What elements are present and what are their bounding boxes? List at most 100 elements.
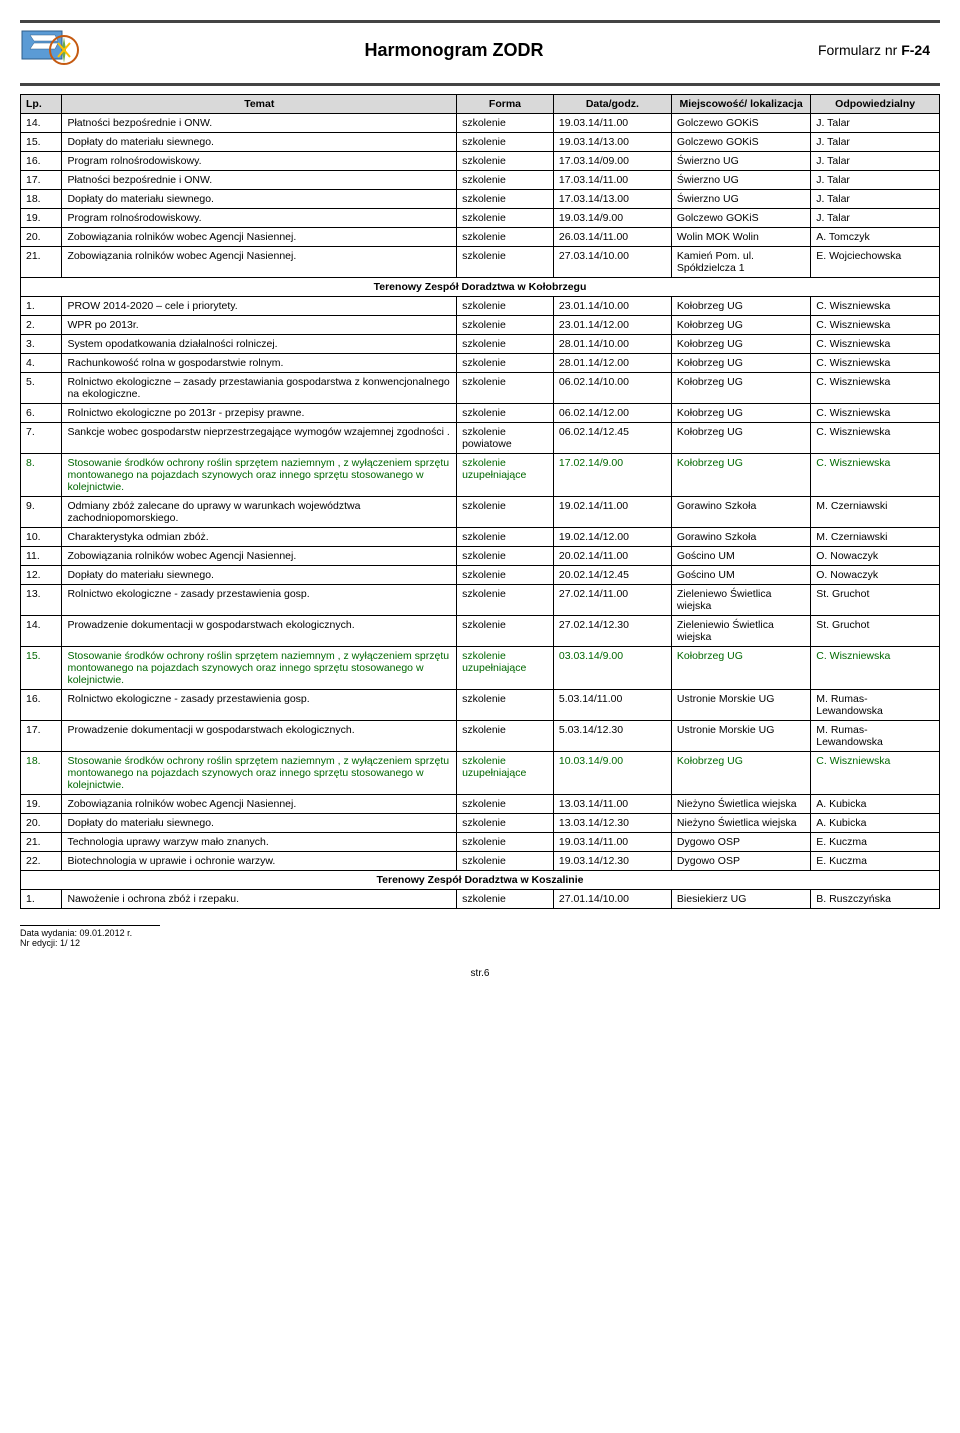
cell-odp: J. Talar <box>811 152 940 171</box>
table-row: 20.Zobowiązania rolników wobec Agencji N… <box>21 228 940 247</box>
table-row: 22.Biotechnologia w uprawie i ochronie w… <box>21 852 940 871</box>
cell-odp: E. Kuczma <box>811 852 940 871</box>
cell-temat: Rachunkowość rolna w gospodarstwie rolny… <box>62 354 457 373</box>
footer-edition: Nr edycji: 1/ 12 <box>20 938 940 948</box>
cell-lp: 18. <box>21 752 62 795</box>
cell-temat: Stosowanie środków ochrony roślin sprzęt… <box>62 647 457 690</box>
cell-miejsce: Kołobrzeg UG <box>671 454 810 497</box>
cell-temat: Technologia uprawy warzyw mało znanych. <box>62 833 457 852</box>
table-row: 21.Zobowiązania rolników wobec Agencji N… <box>21 247 940 278</box>
col-temat: Temat <box>62 95 457 114</box>
cell-miejsce: Kołobrzeg UG <box>671 335 810 354</box>
cell-odp: C. Wiszniewska <box>811 454 940 497</box>
cell-lp: 12. <box>21 566 62 585</box>
table-row: 10.Charakterystyka odmian zbóż.szkolenie… <box>21 528 940 547</box>
cell-odp: J. Talar <box>811 190 940 209</box>
cell-lp: 3. <box>21 335 62 354</box>
cell-forma: szkolenie <box>457 528 554 547</box>
cell-temat: Prowadzenie dokumentacji w gospodarstwac… <box>62 721 457 752</box>
cell-temat: Rolnictwo ekologiczne po 2013r - przepis… <box>62 404 457 423</box>
section-title: Terenowy Zespół Doradztwa w Kołobrzegu <box>21 278 940 297</box>
cell-data: 17.02.14/9.00 <box>553 454 671 497</box>
col-miejsce: Miejscowość/ lokalizacja <box>671 95 810 114</box>
cell-forma: szkolenie <box>457 890 554 909</box>
cell-lp: 20. <box>21 814 62 833</box>
cell-temat: Stosowanie środków ochrony roślin sprzęt… <box>62 752 457 795</box>
cell-odp: A. Tomczyk <box>811 228 940 247</box>
cell-forma: szkolenie <box>457 114 554 133</box>
cell-odp: J. Talar <box>811 114 940 133</box>
cell-miejsce: Gościno UM <box>671 566 810 585</box>
cell-data: 19.03.14/11.00 <box>553 833 671 852</box>
cell-data: 5.03.14/12.30 <box>553 721 671 752</box>
cell-temat: Dopłaty do materiału siewnego. <box>62 190 457 209</box>
table-row: 9.Odmiany zbóż zalecane do uprawy w waru… <box>21 497 940 528</box>
table-row: 2.WPR po 2013r.szkolenie23.01.14/12.00Ko… <box>21 316 940 335</box>
col-forma: Forma <box>457 95 554 114</box>
cell-miejsce: Gorawino Szkoła <box>671 528 810 547</box>
cell-temat: PROW 2014-2020 – cele i priorytety. <box>62 297 457 316</box>
cell-temat: Nawożenie i ochrona zbóż i rzepaku. <box>62 890 457 909</box>
cell-lp: 22. <box>21 852 62 871</box>
cell-data: 23.01.14/12.00 <box>553 316 671 335</box>
cell-lp: 7. <box>21 423 62 454</box>
table-row: 4.Rachunkowość rolna w gospodarstwie rol… <box>21 354 940 373</box>
cell-data: 10.03.14/9.00 <box>553 752 671 795</box>
cell-miejsce: Kołobrzeg UG <box>671 316 810 335</box>
cell-temat: Zobowiązania rolników wobec Agencji Nasi… <box>62 795 457 814</box>
table-row: 21.Technologia uprawy warzyw mało znanyc… <box>21 833 940 852</box>
cell-miejsce: Nieżyno Świetlica wiejska <box>671 814 810 833</box>
cell-data: 13.03.14/11.00 <box>553 795 671 814</box>
cell-temat: Charakterystyka odmian zbóż. <box>62 528 457 547</box>
cell-temat: Program rolnośrodowiskowy. <box>62 209 457 228</box>
cell-forma: szkolenie <box>457 566 554 585</box>
cell-lp: 19. <box>21 795 62 814</box>
cell-odp: M. Rumas-Lewandowska <box>811 721 940 752</box>
cell-odp: St. Gruchot <box>811 585 940 616</box>
cell-data: 20.02.14/12.45 <box>553 566 671 585</box>
col-lp: Lp. <box>21 95 62 114</box>
cell-odp: C. Wiszniewska <box>811 354 940 373</box>
cell-data: 28.01.14/12.00 <box>553 354 671 373</box>
cell-forma: szkolenie <box>457 795 554 814</box>
cell-odp: E. Kuczma <box>811 833 940 852</box>
cell-miejsce: Kołobrzeg UG <box>671 423 810 454</box>
cell-odp: B. Ruszczyńska <box>811 890 940 909</box>
cell-lp: 15. <box>21 647 62 690</box>
cell-forma: szkolenie <box>457 814 554 833</box>
cell-lp: 11. <box>21 547 62 566</box>
table-row: 8.Stosowanie środków ochrony roślin sprz… <box>21 454 940 497</box>
cell-miejsce: Nieżyno Świetlica wiejska <box>671 795 810 814</box>
cell-data: 03.03.14/9.00 <box>553 647 671 690</box>
cell-miejsce: Gościno UM <box>671 547 810 566</box>
cell-forma: szkolenie <box>457 228 554 247</box>
cell-lp: 1. <box>21 297 62 316</box>
cell-lp: 21. <box>21 247 62 278</box>
table-row: 5.Rolnictwo ekologiczne – zasady przesta… <box>21 373 940 404</box>
table-row: 17.Prowadzenie dokumentacji w gospodarst… <box>21 721 940 752</box>
cell-miejsce: Biesiekierz UG <box>671 890 810 909</box>
cell-lp: 21. <box>21 833 62 852</box>
table-row: 19.Zobowiązania rolników wobec Agencji N… <box>21 795 940 814</box>
cell-odp: M. Czerniawski <box>811 528 940 547</box>
cell-miejsce: Kołobrzeg UG <box>671 354 810 373</box>
cell-data: 27.01.14/10.00 <box>553 890 671 909</box>
cell-odp: C. Wiszniewska <box>811 316 940 335</box>
cell-miejsce: Gorawino Szkoła <box>671 497 810 528</box>
cell-temat: Zobowiązania rolników wobec Agencji Nasi… <box>62 228 457 247</box>
cell-lp: 10. <box>21 528 62 547</box>
section-header-row: Terenowy Zespół Doradztwa w Kołobrzegu <box>21 278 940 297</box>
cell-odp: E. Wojciechowska <box>811 247 940 278</box>
cell-odp: M. Czerniawski <box>811 497 940 528</box>
footer-date: Data wydania: 09.01.2012 r. <box>20 928 940 938</box>
cell-odp: C. Wiszniewska <box>811 404 940 423</box>
cell-data: 19.03.14/13.00 <box>553 133 671 152</box>
table-row: 16.Rolnictwo ekologiczne - zasady przest… <box>21 690 940 721</box>
cell-temat: Rolnictwo ekologiczne - zasady przestawi… <box>62 690 457 721</box>
cell-miejsce: Kołobrzeg UG <box>671 373 810 404</box>
table-row: 11.Zobowiązania rolników wobec Agencji N… <box>21 547 940 566</box>
table-row: 15.Stosowanie środków ochrony roślin spr… <box>21 647 940 690</box>
cell-data: 27.03.14/10.00 <box>553 247 671 278</box>
table-header-row: Lp. Temat Forma Data/godz. Miejscowość/ … <box>21 95 940 114</box>
cell-miejsce: Zieleniewio Świetlica wiejska <box>671 616 810 647</box>
